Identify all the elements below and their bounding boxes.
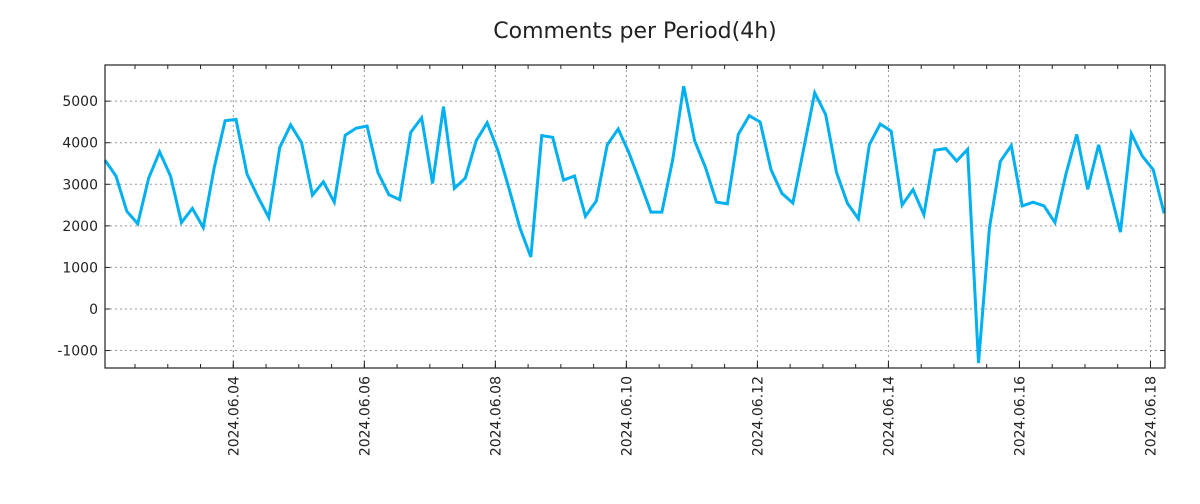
- y-tick-label: 2000: [62, 219, 98, 235]
- x-tick-label: 2024.06.06: [357, 376, 373, 456]
- chart-title: Comments per Period(4h): [493, 19, 777, 44]
- x-tick-label: 2024.06.14: [881, 376, 897, 456]
- x-tick-label: 2024.06.16: [1012, 376, 1028, 456]
- series-line: [105, 86, 1164, 363]
- y-tick-label: 5000: [62, 94, 98, 110]
- x-tick-label: 2024.06.04: [226, 376, 242, 456]
- y-tick-label: 0: [89, 302, 98, 318]
- x-axis: 2024.06.04 2024.06.06 2024.06.08 2024.06.10…: [135, 65, 1159, 456]
- x-tick-label: 2024.06.12: [750, 376, 766, 456]
- plot-frame: [105, 65, 1165, 368]
- y-tick-label: 3000: [62, 177, 98, 193]
- x-tick-label: 2024.06.08: [488, 376, 504, 456]
- x-tick-label: 2024.06.10: [619, 376, 635, 456]
- y-tick-label: 4000: [62, 136, 98, 152]
- x-tick-label: 2024.06.18: [1143, 376, 1159, 456]
- grid: [105, 65, 1165, 368]
- series-layer: [105, 86, 1164, 363]
- y-tick-label: -1000: [57, 344, 98, 360]
- y-tick-label: 1000: [62, 260, 98, 276]
